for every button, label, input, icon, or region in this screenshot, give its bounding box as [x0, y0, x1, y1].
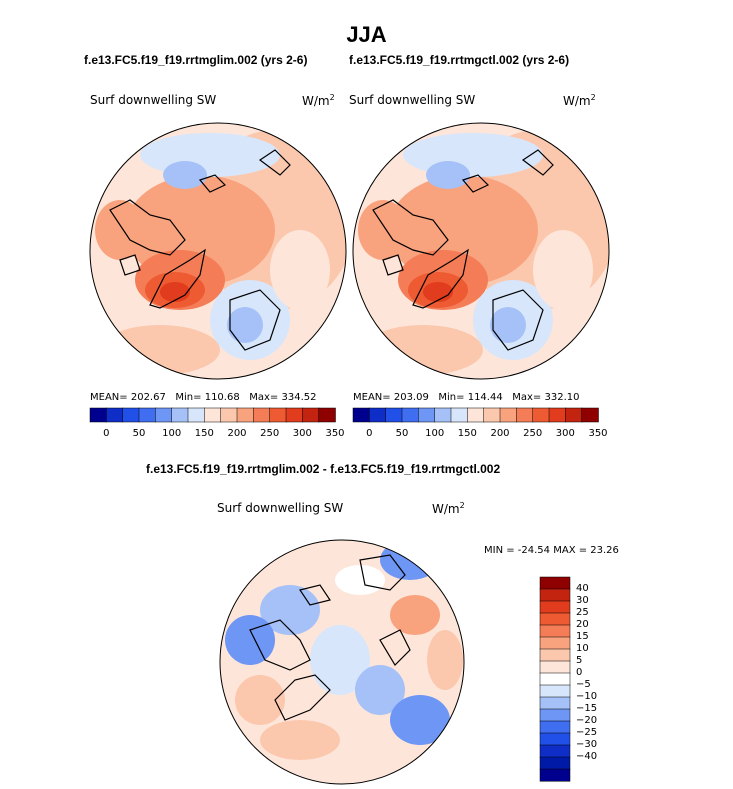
panel-2-case-title: f.e13.FC5.f19_f19.rrtmgctl.002 (yrs 2-6)	[349, 53, 570, 67]
panel-1-stats: MEAN= 202.67 Min= 110.68 Max= 334.52	[90, 392, 317, 403]
colorbar-tick-label: 200	[227, 428, 247, 439]
colorbar-box	[539, 768, 571, 782]
difference-title: f.e13.FC5.f19_f19.rrtmglim.002 - f.e13.F…	[146, 462, 501, 476]
colorbar-box	[318, 407, 336, 423]
colorbar-box	[285, 407, 304, 423]
colorbar-tick-label: −10	[576, 691, 598, 702]
colorbar-box	[532, 407, 550, 423]
colorbar-tick-label: 25	[576, 607, 589, 618]
panel-1-units: W/m2	[302, 93, 335, 108]
difference-stats: MIN = -24.54 MAX = 23.26	[484, 545, 619, 556]
colorbar-tick-label: 20	[576, 619, 589, 630]
colorbar-tick-label: 150	[457, 428, 477, 439]
colorbar-tick-label: 300	[292, 428, 312, 439]
colorbar-box	[539, 708, 571, 722]
colorbar-tick-label: 30	[576, 595, 589, 606]
colorbar-box	[539, 732, 571, 746]
colorbar-tick-label: 300	[555, 428, 575, 439]
colorbar-box	[539, 672, 571, 686]
colorbar-box	[539, 696, 571, 710]
colorbar-box	[106, 407, 124, 423]
colorbar-box	[467, 407, 485, 423]
colorbar-box	[369, 407, 387, 423]
difference-colorbar-ticks: 40 30 25 20 15 10 5 0 −5 −10 −15 −20 −25 −30 −40	[576, 577, 616, 781]
colorbar-box	[122, 407, 140, 423]
colorbar-tick-label: 250	[523, 428, 543, 439]
colorbar-box	[89, 407, 108, 423]
panel-2-variable-label: Surf downwelling SW	[349, 93, 476, 107]
panel-1-colorbar-ticks: 0 50 100 150 200 250 300 350	[90, 428, 344, 442]
colorbar-box	[220, 407, 238, 423]
colorbar-box	[302, 407, 320, 423]
colorbar-tick-label: −25	[576, 727, 598, 738]
colorbar-tick-label: 50	[395, 428, 409, 439]
colorbar-tick-label: 0	[576, 667, 583, 678]
colorbar-box	[539, 624, 571, 638]
colorbar-box	[401, 407, 420, 423]
colorbar-tick-label: 0	[366, 428, 373, 439]
colorbar-tick-label: −15	[576, 703, 598, 714]
colorbar-box	[269, 407, 287, 423]
colorbar-box	[418, 407, 436, 423]
colorbar-tick-label: −5	[576, 679, 591, 690]
page-title: JJA	[346, 22, 387, 47]
colorbar-box	[548, 407, 567, 423]
colorbar-box	[539, 636, 571, 650]
panel-2-stats: MEAN= 203.09 Min= 114.44 Max= 332.10	[353, 392, 580, 403]
colorbar-tick-label: 5	[576, 655, 583, 666]
colorbar-tick-label: −20	[576, 715, 598, 726]
colorbar-tick-label: 350	[325, 428, 345, 439]
colorbar-box	[253, 407, 271, 423]
colorbar-box	[499, 407, 518, 423]
difference-colorbar	[539, 576, 571, 782]
colorbar-tick-label: 350	[588, 428, 608, 439]
colorbar-box	[539, 684, 571, 698]
colorbar-box	[539, 756, 571, 770]
colorbar-box	[581, 407, 599, 423]
colorbar-tick-label: 15	[576, 631, 589, 642]
colorbar-box	[539, 588, 571, 602]
colorbar-tick-label: 50	[132, 428, 146, 439]
colorbar-tick-label: 100	[162, 428, 182, 439]
panel-1-colorbar	[89, 407, 336, 423]
colorbar-tick-label: 0	[103, 428, 110, 439]
colorbar-box	[539, 660, 571, 674]
colorbar-box	[539, 720, 571, 734]
colorbar-box	[434, 407, 452, 423]
colorbar-tick-label: 10	[576, 643, 589, 654]
colorbar-box	[171, 407, 189, 423]
colorbar-tick-label: −30	[576, 739, 598, 750]
colorbar-box	[565, 407, 583, 423]
colorbar-box	[539, 744, 571, 758]
colorbar-box	[155, 407, 173, 423]
colorbar-box	[204, 407, 222, 423]
panel-2-colorbar-ticks: 0 50 100 150 200 250 300 350	[353, 428, 607, 442]
panel-2-units: W/m2	[563, 93, 596, 108]
colorbar-tick-label: 100	[425, 428, 445, 439]
colorbar-box	[539, 648, 571, 662]
colorbar-box	[539, 612, 571, 626]
colorbar-box	[539, 600, 571, 614]
colorbar-box	[138, 407, 157, 423]
colorbar-box	[187, 407, 206, 423]
colorbar-box	[516, 407, 534, 423]
colorbar-box	[539, 576, 571, 590]
colorbar-tick-label: 200	[490, 428, 510, 439]
colorbar-box	[483, 407, 501, 423]
difference-variable-label: Surf downwelling SW	[217, 501, 344, 515]
colorbar-box	[236, 407, 255, 423]
colorbar-tick-label: 250	[260, 428, 280, 439]
panel-2-colorbar	[352, 407, 599, 423]
colorbar-tick-label: −40	[576, 751, 598, 762]
colorbar-box	[352, 407, 371, 423]
colorbar-tick-label: 150	[194, 428, 214, 439]
colorbar-box	[385, 407, 403, 423]
colorbar-tick-label: 40	[576, 583, 589, 594]
difference-units: W/m2	[432, 501, 465, 516]
panel-1-variable-label: Surf downwelling SW	[90, 93, 217, 107]
colorbar-box	[450, 407, 469, 423]
panel-1-case-title: f.e13.FC5.f19_f19.rrtmglim.002 (yrs 2-6)	[84, 53, 308, 67]
